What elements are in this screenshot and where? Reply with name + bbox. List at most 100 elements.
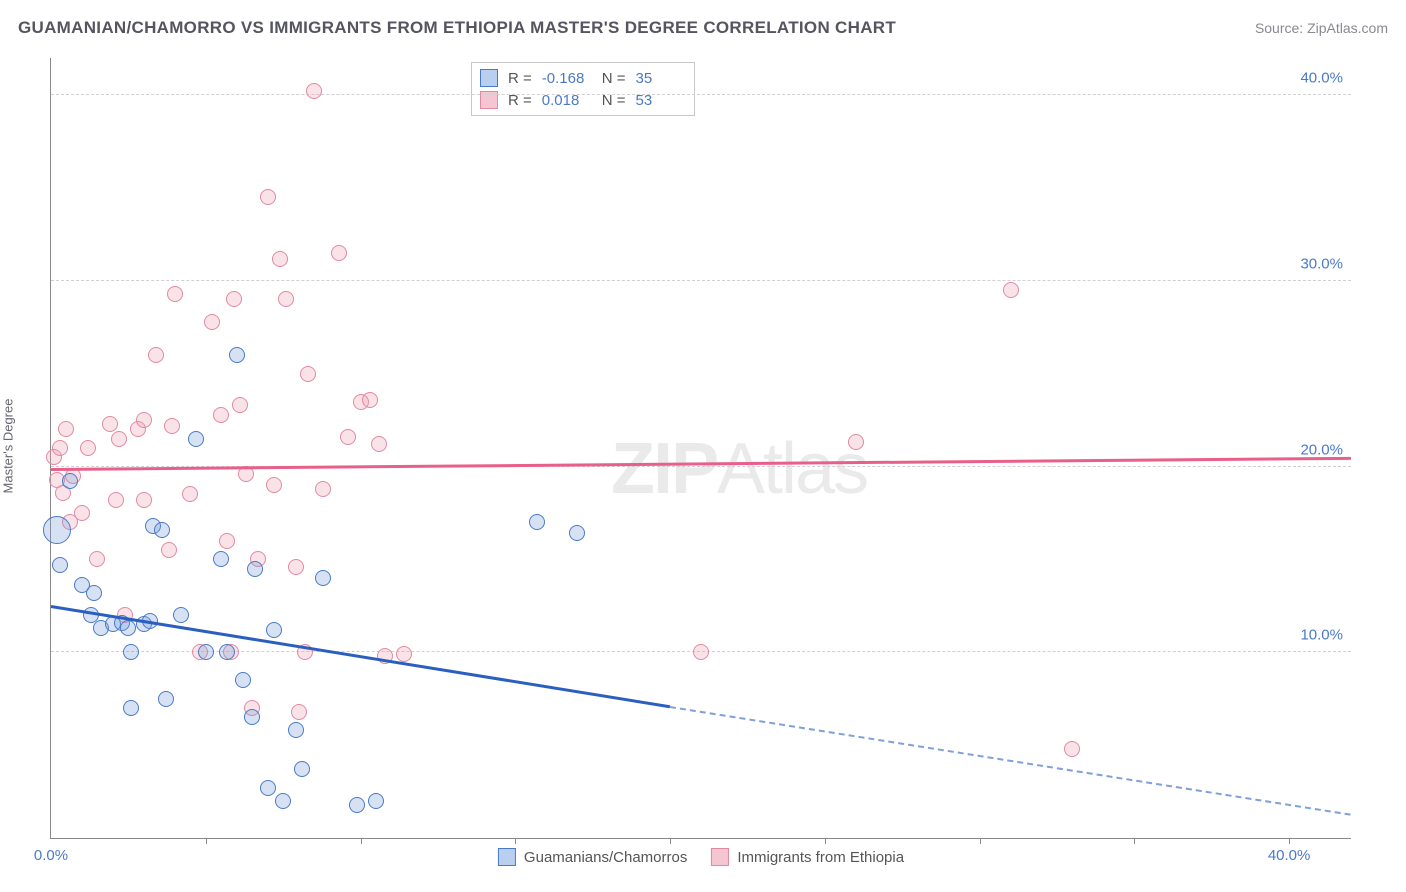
data-point-pink [167,286,183,302]
data-point-pink [272,251,288,267]
swatch-blue [498,848,516,866]
data-point-pink [226,291,242,307]
chart-title: GUAMANIAN/CHAMORRO VS IMMIGRANTS FROM ET… [18,18,896,38]
y-tick-label: 30.0% [1300,255,1343,272]
data-point-blue [158,691,174,707]
data-point-pink [1064,741,1080,757]
data-point-blue [229,347,245,363]
data-point-blue [235,672,251,688]
stat-legend: R = -0.168 N = 35 R = 0.018 N = 53 [471,62,695,116]
data-point-blue [315,570,331,586]
data-point-blue [213,551,229,567]
data-point-pink [331,245,347,261]
data-point-blue [219,644,235,660]
data-point-pink [288,559,304,575]
data-point-blue [266,622,282,638]
legend-label-blue: Guamanians/Chamorros [524,849,687,866]
data-point-blue [294,761,310,777]
data-point-pink [362,392,378,408]
data-point-pink [266,477,282,493]
x-tick [825,838,826,844]
data-point-pink [300,366,316,382]
data-point-pink [213,407,229,423]
data-point-pink [371,436,387,452]
data-point-pink [111,431,127,447]
data-point-blue [123,700,139,716]
source-attribution: Source: ZipAtlas.com [1255,20,1388,36]
legend-item-blue: Guamanians/Chamorros [498,848,687,866]
y-tick-label: 10.0% [1300,627,1343,644]
legend-label-pink: Immigrants from Ethiopia [737,849,904,866]
data-point-blue [368,793,384,809]
y-tick-label: 40.0% [1300,70,1343,87]
data-point-blue [349,797,365,813]
data-point-pink [102,416,118,432]
legend-item-pink: Immigrants from Ethiopia [711,848,904,866]
data-point-pink [848,434,864,450]
stat-row-pink: R = 0.018 N = 53 [480,89,686,111]
x-tick [1289,838,1290,844]
plot-area: ZIPAtlas R = -0.168 N = 35 R = 0.018 N =… [50,58,1351,839]
y-tick-label: 20.0% [1300,441,1343,458]
data-point-pink [136,412,152,428]
x-tick [980,838,981,844]
r-label: R = [508,70,532,87]
data-point-blue [529,514,545,530]
gridline [51,94,1351,95]
data-point-blue [260,780,276,796]
trendline-pink [51,457,1351,471]
data-point-blue [198,644,214,660]
data-point-pink [232,397,248,413]
data-point-pink [219,533,235,549]
gridline [51,280,1351,281]
data-point-blue [275,793,291,809]
swatch-blue [480,69,498,87]
data-point-pink [108,492,124,508]
swatch-pink [711,848,729,866]
data-point-blue [43,516,71,544]
data-point-blue [569,525,585,541]
trendline-blue-extrap [670,706,1351,816]
x-tick-label: 40.0% [1268,847,1311,864]
data-point-blue [86,585,102,601]
x-tick [206,838,207,844]
data-point-pink [291,704,307,720]
data-point-pink [396,646,412,662]
data-point-pink [58,421,74,437]
stat-row-blue: R = -0.168 N = 35 [480,67,686,89]
data-point-pink [148,347,164,363]
n-label: N = [602,70,626,87]
data-point-blue [247,561,263,577]
data-point-blue [288,722,304,738]
data-point-pink [74,505,90,521]
watermark: ZIPAtlas [611,428,867,510]
data-point-pink [315,481,331,497]
data-point-pink [1003,282,1019,298]
data-point-pink [278,291,294,307]
data-point-pink [52,440,68,456]
data-point-pink [164,418,180,434]
x-tick [1134,838,1135,844]
r-value-blue: -0.168 [542,70,592,87]
data-point-pink [182,486,198,502]
data-point-blue [52,557,68,573]
data-point-pink [80,440,96,456]
data-point-blue [188,431,204,447]
data-point-blue [154,522,170,538]
trendline-blue [51,605,670,708]
data-point-blue [244,709,260,725]
x-tick-label: 0.0% [34,847,68,864]
y-axis-label: Master's Degree [1,399,16,494]
data-point-pink [306,83,322,99]
data-point-blue [62,473,78,489]
data-point-blue [123,644,139,660]
data-point-pink [89,551,105,567]
n-value-blue: 35 [636,70,686,87]
data-point-blue [120,620,136,636]
x-tick [670,838,671,844]
bottom-legend: Guamanians/Chamorros Immigrants from Eth… [498,848,904,866]
data-point-pink [161,542,177,558]
data-point-pink [136,492,152,508]
data-point-pink [693,644,709,660]
data-point-pink [340,429,356,445]
